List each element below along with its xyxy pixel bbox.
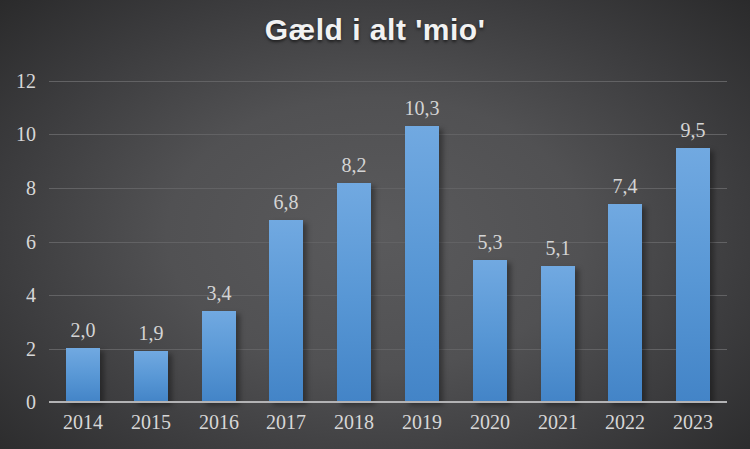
bar-value-label-2017: 6,8 — [274, 191, 299, 214]
y-axis-label-4: 4 — [26, 285, 36, 305]
bar-2020 — [473, 260, 507, 402]
bar-value-label-2019: 10,3 — [405, 97, 440, 120]
bar-value-label-2015: 1,9 — [139, 322, 164, 345]
x-axis-label-2017: 2017 — [266, 411, 306, 434]
bar-2016 — [202, 311, 236, 402]
bar-2023 — [676, 148, 710, 402]
plot-area: 2,0 1,9 3,4 6,8 8,2 10,3 5,3 5,1 7,4 9,5 — [49, 81, 727, 402]
bar-2019 — [405, 126, 439, 402]
bar-value-label-2022: 7,4 — [613, 175, 638, 198]
x-axis-label-2014: 2014 — [63, 411, 103, 434]
bar-2021 — [541, 266, 575, 402]
bar-value-label-2023: 9,5 — [681, 119, 706, 142]
bars-layer: 2,0 1,9 3,4 6,8 8,2 10,3 5,3 5,1 7,4 9,5 — [49, 81, 727, 402]
y-axis-label-8: 8 — [26, 178, 36, 198]
bar-2014 — [66, 348, 100, 402]
bar-2015 — [134, 351, 168, 402]
x-axis-label-2019: 2019 — [402, 411, 442, 434]
x-axis-label-2023: 2023 — [673, 411, 713, 434]
x-axis: 2014 2015 2016 2017 2018 2019 2020 2021 2022 2023 — [49, 411, 727, 439]
bar-2017 — [269, 220, 303, 402]
chart-canvas: Gæld i alt 'mio' 2,0 1,9 3,4 6,8 8,2 10,3 5,3 5… — [0, 0, 750, 449]
y-axis-label-10: 10 — [16, 124, 36, 144]
y-axis-label-0: 0 — [26, 392, 36, 412]
x-axis-label-2015: 2015 — [131, 411, 171, 434]
bar-value-label-2020: 5,3 — [478, 231, 503, 254]
y-axis-label-2: 2 — [26, 339, 36, 359]
bar-value-label-2014: 2,0 — [71, 319, 96, 342]
x-axis-label-2016: 2016 — [199, 411, 239, 434]
y-axis-label-6: 6 — [26, 232, 36, 252]
x-axis-line — [49, 401, 727, 403]
bar-2018 — [337, 183, 371, 402]
x-axis-label-2018: 2018 — [334, 411, 374, 434]
bar-value-label-2021: 5,1 — [546, 237, 571, 260]
bar-2022 — [608, 204, 642, 402]
y-axis-label-12: 12 — [16, 71, 36, 91]
bar-value-label-2016: 3,4 — [207, 282, 232, 305]
x-axis-label-2022: 2022 — [605, 411, 645, 434]
y-axis: 024681012 — [0, 81, 36, 402]
chart-title: Gæld i alt 'mio' — [0, 13, 750, 47]
bar-value-label-2018: 8,2 — [342, 154, 367, 177]
x-axis-label-2021: 2021 — [538, 411, 578, 434]
x-axis-label-2020: 2020 — [470, 411, 510, 434]
